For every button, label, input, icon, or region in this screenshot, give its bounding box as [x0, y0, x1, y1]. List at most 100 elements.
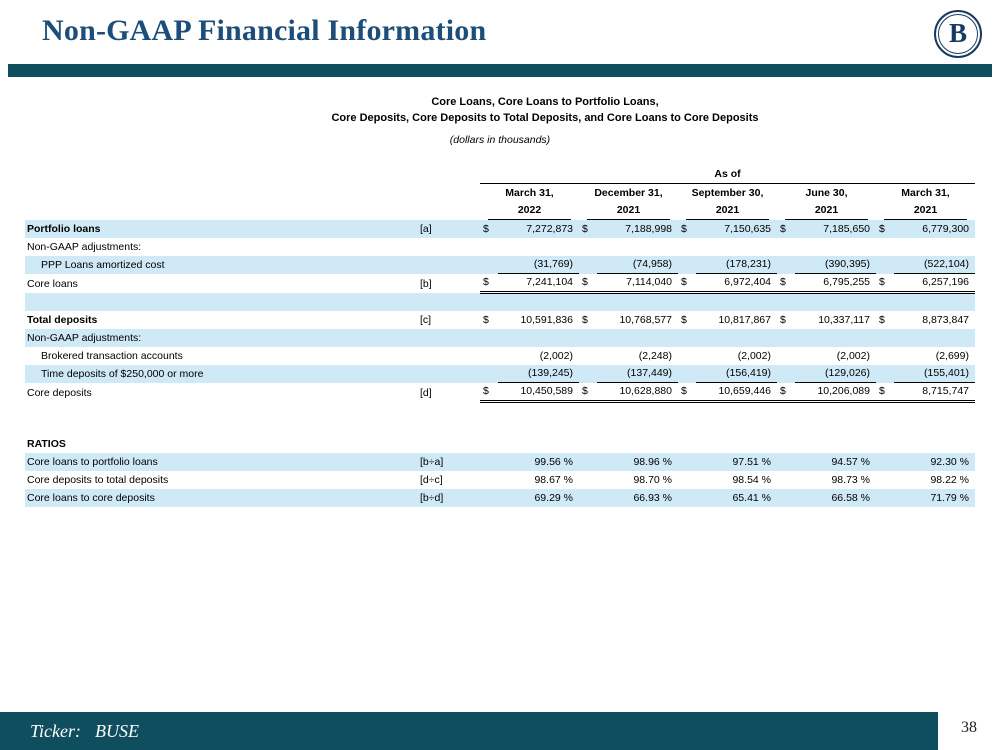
currency-cell: $ [480, 382, 498, 404]
currency-cell [678, 488, 696, 507]
value-cell [696, 292, 777, 311]
currency-cell [678, 238, 696, 256]
table-row: Core deposits [d] $10,450,589 $10,628,880 $1… [25, 382, 975, 404]
currency-cell: $ [678, 219, 696, 238]
currency-cell [480, 364, 498, 383]
value-cell: 10,337,117 [818, 313, 870, 326]
table-row [25, 292, 975, 311]
currency-cell [480, 328, 498, 347]
currency-cell: $ [777, 273, 795, 295]
currency-cell: $ [780, 313, 786, 326]
column-header-year: 2021 [876, 202, 975, 220]
column-header-year: 2022 [480, 202, 579, 220]
currency-cell: $ [678, 382, 696, 404]
logo-letter: B [948, 17, 967, 48]
value-cell [597, 435, 678, 453]
value-cell: 10,591,836 [520, 313, 573, 326]
table-row: Core deposits to total deposits [d÷c] 98.6… [25, 471, 975, 489]
currency-cell [579, 347, 597, 365]
table-row: Non-GAAP adjustments: [25, 328, 975, 347]
value-cell: 7,272,873 [498, 219, 579, 238]
value-cell: 10,450,589 [498, 382, 579, 404]
value-cell: (31,769) [498, 255, 579, 275]
row-ref: [d÷c] [420, 473, 443, 486]
currency-cell [777, 471, 795, 489]
column-header-row-2: 2022 2021 2021 2021 2021 [25, 202, 975, 220]
currency-cell [678, 328, 696, 347]
value-cell: 6,257,196 [894, 273, 975, 295]
currency-cell [777, 364, 795, 383]
row-ref [418, 347, 480, 365]
currency-cell [876, 238, 894, 256]
logo-inner-ring: B [938, 14, 978, 54]
currency-cell [480, 255, 498, 274]
footer-bar: Ticker: BUSE [0, 712, 938, 750]
currency-cell [480, 471, 498, 489]
value-cell [894, 435, 975, 453]
currency-cell: $ [480, 273, 498, 295]
currency-cell: $ [876, 382, 894, 404]
row-label [25, 402, 418, 435]
value-cell: (139,245) [498, 364, 579, 384]
column-header: December 31, [594, 186, 663, 199]
header-divider-bar [8, 64, 992, 77]
value-cell: 8,715,747 [894, 382, 975, 404]
value-cell [597, 328, 678, 347]
currency-cell [678, 471, 696, 489]
currency-cell [678, 452, 696, 471]
currency-cell [579, 488, 597, 507]
column-header-row-1: March 31, December 31, September 30, Jun… [25, 184, 975, 202]
table-row: Core loans to portfolio loans [b÷a] 99.56 … [25, 452, 975, 471]
value-cell [795, 435, 876, 453]
row-label: Core loans to portfolio loans [25, 452, 418, 471]
busey-logo-icon: B [934, 10, 982, 58]
column-header: September 30, [691, 186, 764, 199]
currency-cell: $ [480, 219, 498, 238]
slide-header: Non-GAAP Financial Information B [0, 0, 1000, 77]
row-ref: [a] [418, 219, 480, 238]
currency-cell [579, 364, 597, 383]
currency-cell [678, 347, 696, 365]
value-cell: 71.79 % [894, 488, 975, 507]
value-cell: 69.29 % [498, 488, 579, 507]
currency-cell [480, 435, 498, 453]
currency-cell [678, 435, 696, 453]
row-ref [418, 238, 480, 256]
currency-cell: $ [579, 219, 597, 238]
row-label: Core deposits [27, 386, 92, 399]
value-cell: 7,241,104 [498, 273, 579, 295]
table-head: As of March 31, December 31, September 3… [25, 165, 975, 220]
row-ref [418, 435, 480, 453]
currency-cell [480, 488, 498, 507]
value-cell [498, 402, 579, 435]
value-cell: 97.51 % [696, 452, 777, 471]
row-label: Total deposits [27, 313, 98, 326]
page-title: Non-GAAP Financial Information [42, 14, 487, 47]
value-cell [894, 402, 975, 435]
value-cell: 10,659,446 [696, 382, 777, 404]
currency-cell [876, 255, 894, 274]
currency-cell [480, 402, 498, 435]
head-blank [25, 202, 480, 220]
value-cell [498, 238, 579, 256]
value-cell [795, 328, 876, 347]
row-ref: [b] [420, 277, 432, 290]
currency-cell [876, 435, 894, 453]
currency-cell [876, 347, 894, 365]
value-cell: 6,795,255 [795, 273, 876, 295]
as-of-row: As of [25, 165, 975, 185]
value-cell: 94.57 % [795, 452, 876, 471]
currency-cell: $ [678, 273, 696, 295]
value-cell [894, 328, 975, 347]
table-row: Core loans to core deposits [b÷d] 69.29 % 6… [25, 488, 975, 507]
currency-cell [678, 364, 696, 383]
currency-cell [579, 292, 597, 311]
column-header: March 31, [901, 186, 950, 199]
currency-cell [777, 238, 795, 256]
table-body: Portfolio loans [a] $7,272,873 $7,188,998 $7… [25, 219, 975, 507]
table-heading-line1: Core Loans, Core Loans to Portfolio Loan… [431, 96, 659, 108]
slide-footer: Ticker: BUSE 38 [0, 712, 1000, 750]
value-cell: 92.30 % [894, 452, 975, 471]
value-cell [894, 238, 975, 256]
value-cell: (522,104) [894, 255, 975, 275]
